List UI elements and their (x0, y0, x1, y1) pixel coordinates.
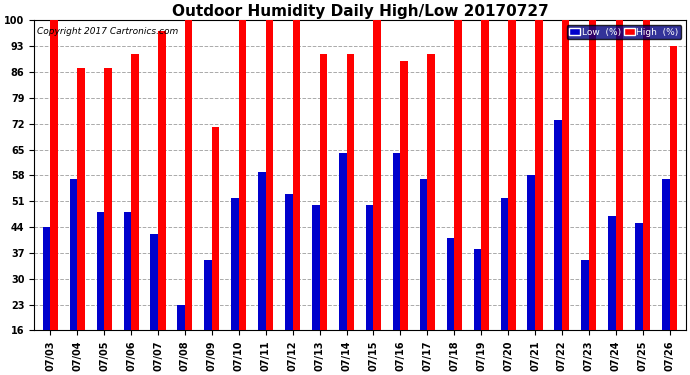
Bar (527, 176, 535, 330)
Bar (643, 20, 650, 330)
Bar (312, 205, 319, 330)
Bar (366, 205, 373, 330)
Bar (346, 54, 354, 330)
Bar (239, 20, 246, 330)
Bar (204, 260, 212, 330)
Bar (373, 20, 381, 330)
Bar (427, 54, 435, 330)
Bar (454, 20, 462, 330)
Bar (285, 194, 293, 330)
Bar (124, 212, 131, 330)
Bar (231, 198, 239, 330)
Bar (258, 172, 266, 330)
Bar (393, 153, 400, 330)
Bar (293, 20, 300, 330)
Bar (77, 68, 85, 330)
Bar (97, 212, 104, 330)
Bar (500, 198, 508, 330)
Bar (43, 227, 50, 330)
Bar (662, 179, 670, 330)
Legend: Low  (%), High  (%): Low (%), High (%) (566, 25, 681, 39)
Bar (266, 20, 273, 330)
Bar (177, 304, 185, 330)
Bar (212, 128, 219, 330)
Text: Copyright 2017 Cartronics.com: Copyright 2017 Cartronics.com (37, 27, 179, 36)
Bar (670, 46, 677, 330)
Bar (589, 20, 596, 330)
Bar (555, 120, 562, 330)
Bar (50, 20, 58, 330)
Bar (562, 20, 569, 330)
Bar (185, 20, 193, 330)
Bar (150, 234, 158, 330)
Bar (446, 238, 454, 330)
Bar (481, 20, 489, 330)
Bar (339, 153, 346, 330)
Bar (158, 32, 166, 330)
Bar (319, 54, 327, 330)
Bar (615, 20, 623, 330)
Bar (420, 179, 427, 330)
Bar (609, 216, 615, 330)
Bar (400, 61, 408, 330)
Bar (70, 179, 77, 330)
Bar (508, 20, 515, 330)
Bar (104, 68, 112, 330)
Bar (635, 224, 643, 330)
Bar (535, 20, 542, 330)
Bar (473, 249, 481, 330)
Bar (131, 54, 139, 330)
Bar (582, 260, 589, 330)
Title: Outdoor Humidity Daily High/Low 20170727: Outdoor Humidity Daily High/Low 20170727 (172, 4, 549, 19)
